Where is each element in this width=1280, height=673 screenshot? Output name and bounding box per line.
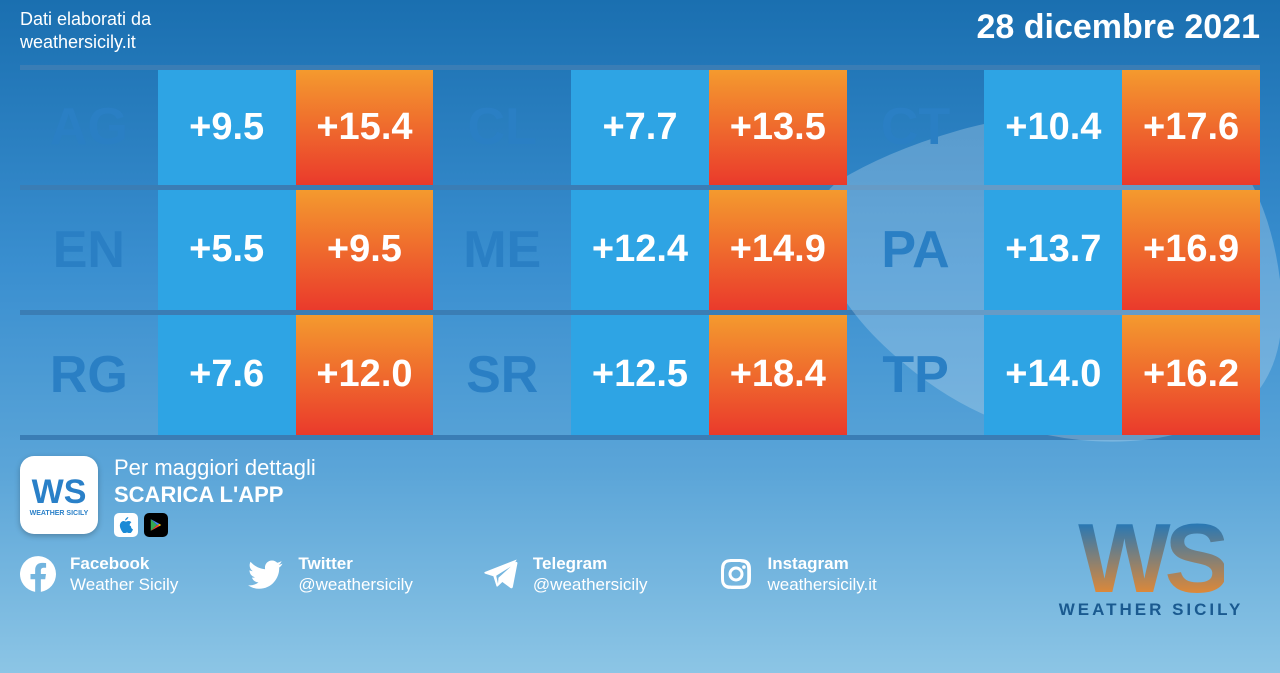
- social-instagram: Instagramweathersicily.it: [718, 553, 877, 596]
- temp-low: +13.7: [984, 190, 1122, 310]
- store-badges: [114, 513, 316, 537]
- twitter-icon: [248, 556, 284, 592]
- social-text: Telegram@weathersicily: [533, 553, 648, 596]
- social-handle: @weathersicily: [298, 574, 413, 595]
- province-code: ME: [433, 190, 571, 310]
- appstore-icon: [114, 513, 138, 537]
- logo-main: WS: [1078, 517, 1224, 600]
- app-icon-text: WS: [32, 473, 87, 512]
- temp-low: +10.4: [984, 70, 1122, 185]
- source-line2: weathersicily.it: [20, 31, 151, 54]
- province-code: RG: [20, 315, 158, 435]
- temp-high: +18.4: [709, 315, 847, 435]
- province-code: AG: [20, 70, 158, 185]
- app-icon: WS WEATHER SICILY: [20, 456, 98, 534]
- social-facebook: FacebookWeather Sicily: [20, 553, 178, 596]
- social-telegram: Telegram@weathersicily: [483, 553, 648, 596]
- temp-high: +16.2: [1122, 315, 1260, 435]
- social-name: Twitter: [298, 553, 413, 574]
- province-code: TP: [847, 315, 985, 435]
- social-name: Telegram: [533, 553, 648, 574]
- grid-row: RG+7.6+12.0SR+12.5+18.4TP+14.0+16.2: [20, 315, 1260, 440]
- source-credit: Dati elaborati da weathersicily.it: [20, 8, 151, 55]
- temp-high: +15.4: [296, 70, 434, 185]
- province-code: CL: [433, 70, 571, 185]
- header: Dati elaborati da weathersicily.it 28 di…: [0, 0, 1280, 59]
- social-text: Twitter@weathersicily: [298, 553, 413, 596]
- temp-high: +12.0: [296, 315, 434, 435]
- grid-row: EN+5.5+9.5ME+12.4+14.9PA+13.7+16.9: [20, 190, 1260, 315]
- province-code: EN: [20, 190, 158, 310]
- logo-sub: Weather Sicily: [1059, 600, 1244, 620]
- social-twitter: Twitter@weathersicily: [248, 553, 413, 596]
- temp-high: +14.9: [709, 190, 847, 310]
- app-promo-text: Per maggiori dettagli SCARICA L'APP: [114, 454, 316, 537]
- instagram-icon: [718, 556, 754, 592]
- temp-high: +9.5: [296, 190, 434, 310]
- province-code: PA: [847, 190, 985, 310]
- playstore-icon: [144, 513, 168, 537]
- temp-low: +12.4: [571, 190, 709, 310]
- header-date: 28 dicembre 2021: [976, 8, 1260, 47]
- temp-high: +13.5: [709, 70, 847, 185]
- social-name: Instagram: [768, 553, 877, 574]
- social-handle: @weathersicily: [533, 574, 648, 595]
- social-text: Instagramweathersicily.it: [768, 553, 877, 596]
- province-code: SR: [433, 315, 571, 435]
- source-line1: Dati elaborati da: [20, 8, 151, 31]
- temp-low: +9.5: [158, 70, 296, 185]
- province-code: CT: [847, 70, 985, 185]
- logo-corner: WS Weather Sicily: [1046, 517, 1256, 657]
- social-name: Facebook: [70, 553, 178, 574]
- temp-low: +7.7: [571, 70, 709, 185]
- facebook-icon: [20, 556, 56, 592]
- social-handle: Weather Sicily: [70, 574, 178, 595]
- temp-low: +12.5: [571, 315, 709, 435]
- app-icon-subtext: WEATHER SICILY: [30, 510, 89, 517]
- temp-high: +17.6: [1122, 70, 1260, 185]
- temperature-grid: AG+9.5+15.4CL+7.7+13.5CT+10.4+17.6EN+5.5…: [20, 65, 1260, 440]
- promo-line2: SCARICA L'APP: [114, 481, 316, 509]
- promo-line1: Per maggiori dettagli: [114, 454, 316, 482]
- temp-low: +7.6: [158, 315, 296, 435]
- temp-low: +14.0: [984, 315, 1122, 435]
- temp-high: +16.9: [1122, 190, 1260, 310]
- social-handle: weathersicily.it: [768, 574, 877, 595]
- grid-row: AG+9.5+15.4CL+7.7+13.5CT+10.4+17.6: [20, 65, 1260, 190]
- social-text: FacebookWeather Sicily: [70, 553, 178, 596]
- telegram-icon: [483, 556, 519, 592]
- temp-low: +5.5: [158, 190, 296, 310]
